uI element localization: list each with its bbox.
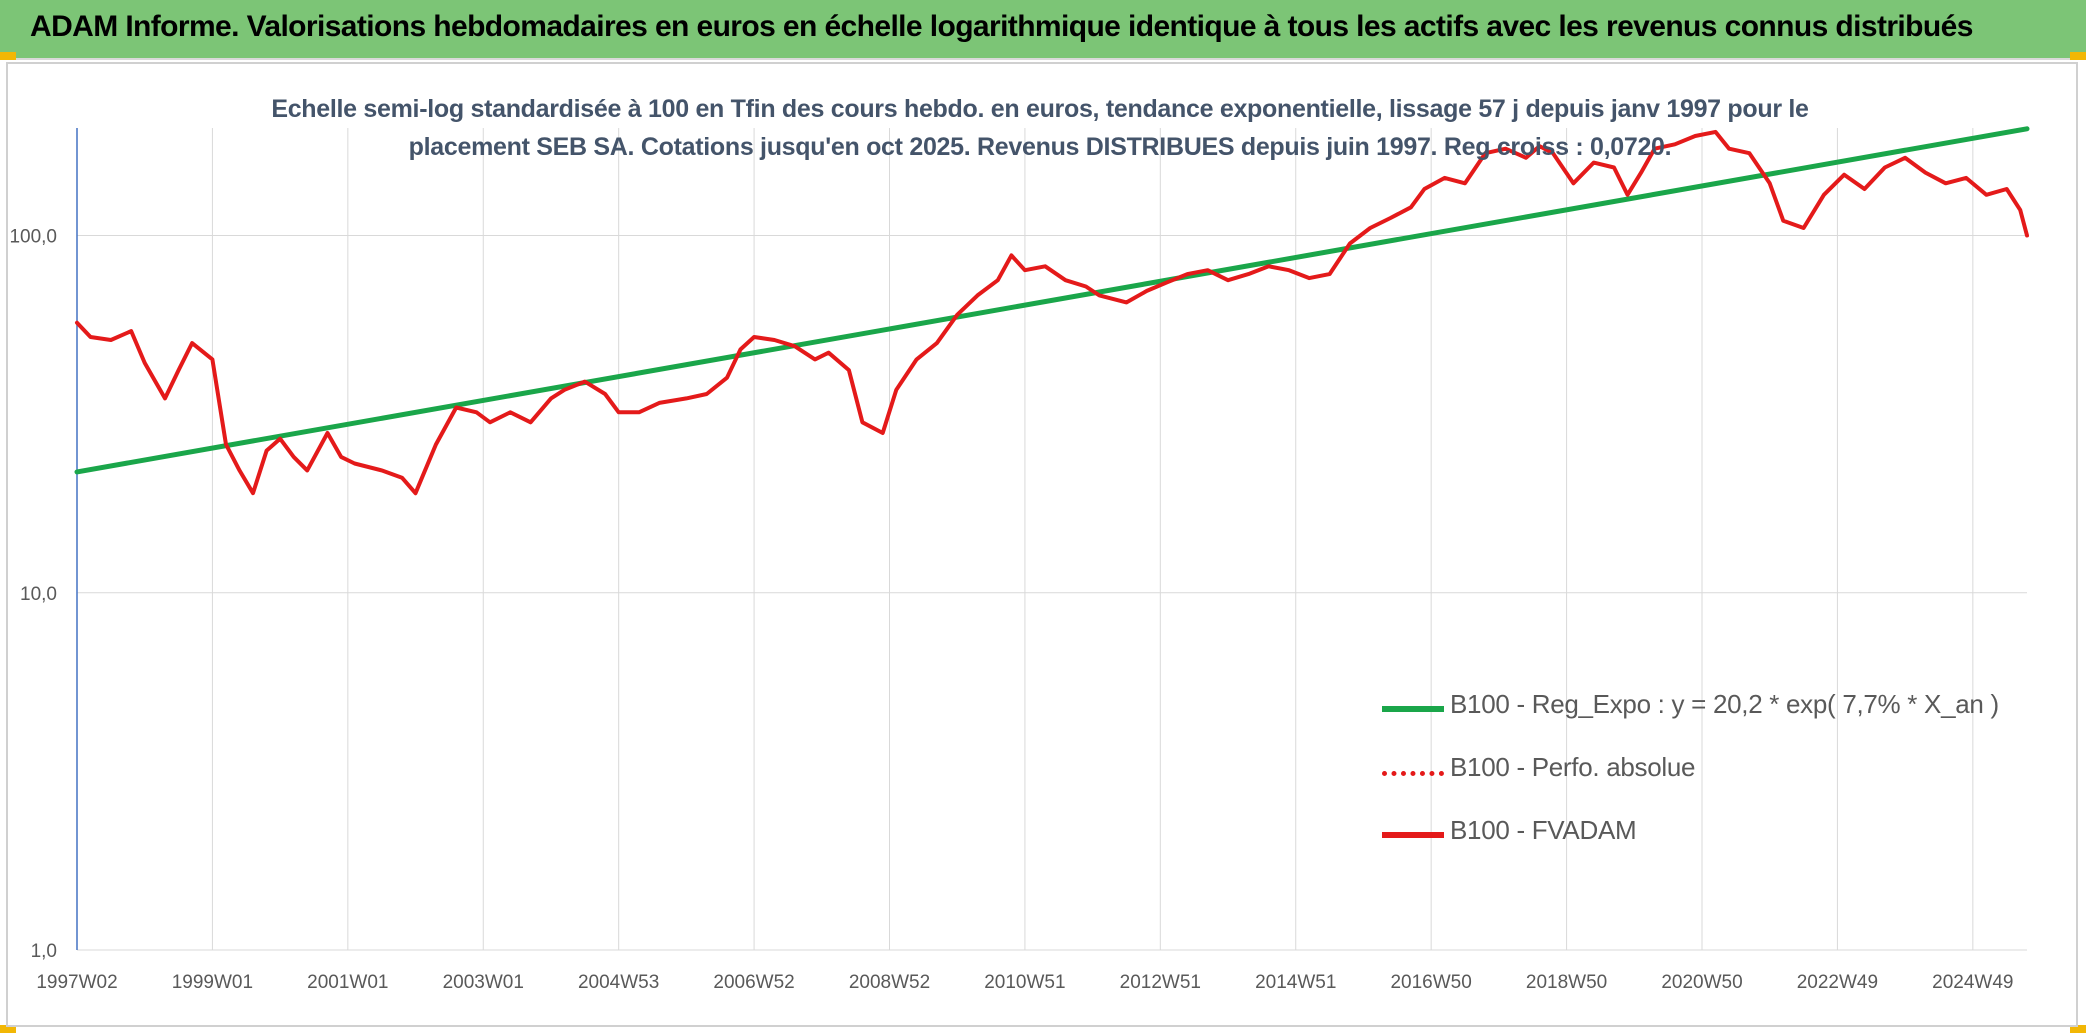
x-tick-label: 2014W51	[1255, 972, 1336, 993]
legend-item-perf: B100 - Perfo. absolue	[1380, 746, 2030, 809]
corner-marker	[2070, 52, 2086, 60]
x-tick-label: 2012W51	[1120, 972, 1201, 993]
legend-label-fvadam: B100 - FVADAM	[1450, 815, 1637, 845]
legend-swatch-fvadam	[1382, 832, 1444, 838]
x-tick-label: 2020W50	[1661, 972, 1742, 993]
x-tick-label: 2003W01	[443, 972, 524, 993]
y-tick-label: 10,0	[20, 584, 57, 605]
legend-item-trend: B100 - Reg_Expo : y = 20,2 * exp( 7,7% *…	[1380, 683, 2030, 746]
chart-frame	[6, 62, 2078, 1027]
x-tick-label: 2004W53	[578, 972, 659, 993]
y-tick-label: 1,0	[31, 941, 57, 962]
page-title: ADAM Informe. Valorisations hebdomadaire…	[30, 10, 1973, 43]
x-tick-label: 1999W01	[172, 972, 253, 993]
legend-label-trend: B100 - Reg_Expo : y = 20,2 * exp( 7,7% *…	[1450, 689, 1999, 719]
chart-legend: B100 - Reg_Expo : y = 20,2 * exp( 7,7% *…	[1380, 683, 2030, 872]
legend-item-fvadam: B100 - FVADAM	[1380, 809, 2030, 872]
legend-swatch-perf	[1382, 771, 1444, 776]
legend-label-perf: B100 - Perfo. absolue	[1450, 752, 1696, 782]
x-tick-label: 2022W49	[1797, 972, 1878, 993]
corner-marker	[0, 52, 16, 60]
x-tick-label: 2008W52	[849, 972, 930, 993]
title-banner: ADAM Informe. Valorisations hebdomadaire…	[0, 0, 2086, 60]
x-tick-label: 2001W01	[307, 972, 388, 993]
legend-swatch-trend	[1382, 706, 1444, 712]
x-tick-label: 2010W51	[984, 972, 1065, 993]
corner-marker	[2070, 1025, 2086, 1033]
y-tick-label: 100,0	[9, 227, 57, 248]
corner-marker	[0, 1025, 16, 1033]
x-tick-label: 2006W52	[713, 972, 794, 993]
x-tick-label: 1997W02	[36, 972, 117, 993]
x-tick-label: 2018W50	[1526, 972, 1607, 993]
chart-title: Echelle semi-log standardisée à 100 en T…	[271, 95, 1809, 161]
x-tick-label: 2016W50	[1390, 972, 1471, 993]
series-line-fvadam	[75, 129, 2029, 496]
x-tick-label: 2024W49	[1932, 972, 2013, 993]
trend-line	[74, 126, 2030, 475]
